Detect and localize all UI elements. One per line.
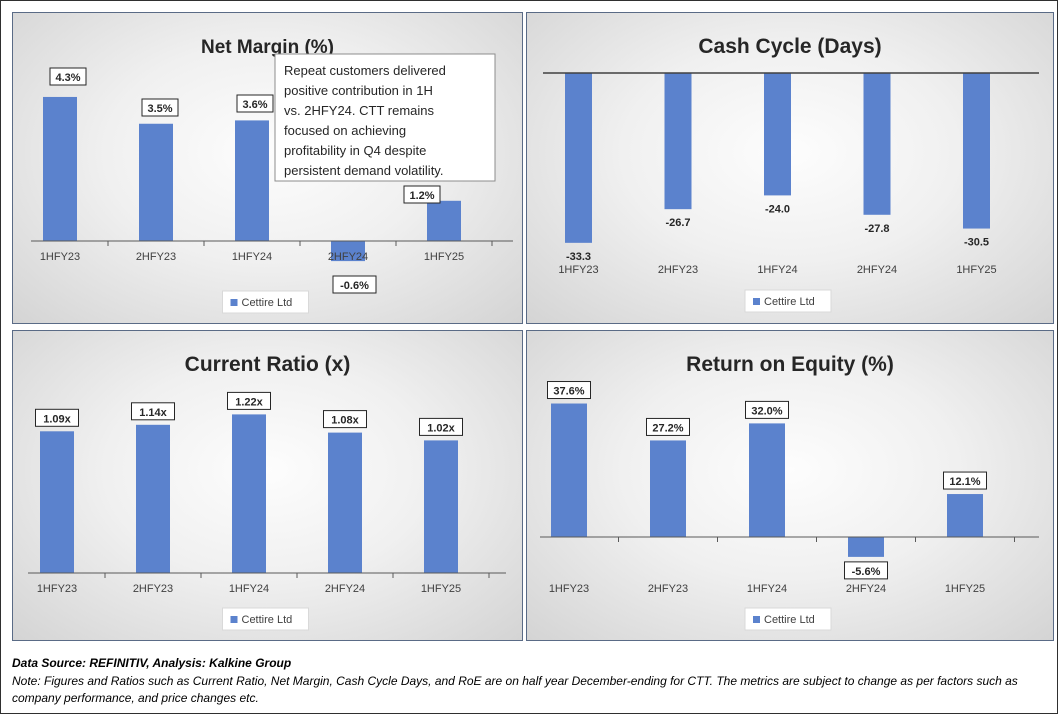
bar-1hfy25	[963, 73, 990, 229]
x-tick-label: 1HFY23	[558, 264, 598, 276]
x-tick-label: 1HFY24	[229, 583, 269, 595]
x-tick-label: 1HFY23	[549, 583, 589, 595]
methodology-note: Note: Figures and Ratios such as Current…	[12, 674, 1018, 705]
data-label: 1.02x	[419, 417, 463, 436]
net-margin-chart-panel: Net Margin (%) 1HFY23 2HFY23 1HFY24 2HFY24 1H…	[12, 12, 523, 324]
data-label: 1.22x	[227, 391, 271, 410]
svg-text:1.2%: 1.2%	[409, 190, 434, 202]
data-label: 27.2%	[646, 417, 690, 436]
data-label: -30.5	[964, 237, 989, 249]
bar-1hfy25	[947, 494, 983, 537]
return-on-equity-chart-panel: Return on Equity (%) 1HFY23 2HFY23 1HFY24 2H…	[526, 330, 1054, 641]
data-label: -26.7	[665, 217, 690, 229]
svg-text:Cettire Ltd: Cettire Ltd	[764, 614, 815, 626]
bar-2hfy24	[848, 537, 884, 557]
x-tick-label: 2HFY24	[328, 251, 368, 263]
bar-1hfy24	[764, 73, 791, 196]
x-tick-label: 2HFY24	[846, 583, 886, 595]
svg-text:27.2%: 27.2%	[652, 422, 683, 434]
bar-2hfy23	[650, 440, 686, 537]
cash-cycle-chart-panel: Cash Cycle (Days) 1HFY23 2HFY23 1HFY24 2HFY2…	[526, 12, 1054, 324]
data-label: 1.08x	[323, 410, 367, 429]
chart-title: Net Margin (%)	[201, 37, 334, 58]
bar-2hfy23	[664, 73, 692, 210]
svg-text:4.3%: 4.3%	[55, 72, 80, 84]
svg-text:1.22x: 1.22x	[235, 396, 263, 408]
bar-1hfy23	[43, 96, 77, 241]
data-label: 37.6%	[547, 381, 591, 400]
x-tick-label: 2HFY23	[648, 583, 688, 595]
svg-text:37.6%: 37.6%	[553, 386, 584, 398]
legend: Cettire Ltd	[744, 607, 832, 631]
bar-1hfy24	[235, 120, 269, 241]
data-label: -33.3	[566, 251, 591, 263]
data-label: -0.6%	[332, 275, 377, 294]
svg-text:Cettire Ltd: Cettire Ltd	[242, 614, 293, 626]
bar-1hfy24	[749, 423, 785, 537]
data-source-note: Data Source: REFINITIV, Analysis: Kalkin…	[12, 656, 292, 670]
bar-1hfy24	[232, 414, 266, 573]
x-tick-label: 2HFY24	[857, 264, 897, 276]
bar-1hfy23	[565, 73, 592, 243]
bar-1hfy25	[424, 440, 458, 573]
chart-title: Current Ratio (x)	[185, 353, 351, 376]
svg-text:1.14x: 1.14x	[139, 407, 167, 419]
data-label: 1.2%	[403, 185, 441, 204]
bar-2hfy23	[136, 424, 170, 573]
x-tick-label: 1HFY24	[747, 583, 787, 595]
x-tick-label: 1HFY25	[421, 583, 461, 595]
chart-title: Cash Cycle (Days)	[698, 35, 881, 58]
bar-2hfy23	[139, 123, 173, 241]
svg-text:1.08x: 1.08x	[331, 415, 359, 427]
data-label: 1.14x	[131, 402, 175, 421]
data-label: -27.8	[864, 223, 889, 235]
x-tick-label: 2HFY23	[136, 251, 176, 263]
current-ratio-chart-panel: Current Ratio (x) 1HFY23 2HFY23 1HFY24 2HFY2…	[12, 330, 523, 641]
x-tick-label: 2HFY23	[658, 264, 698, 276]
bar-1hfy23	[551, 403, 587, 537]
svg-text:3.6%: 3.6%	[242, 99, 267, 111]
svg-text:3.5%: 3.5%	[147, 103, 172, 115]
cash-cycle-days-svg: Cash Cycle (Days) 1HFY23 2HFY23 1HFY24 2HFY2…	[543, 35, 1039, 313]
data-label: 12.1%	[943, 471, 987, 490]
x-tick-label: 1HFY25	[956, 264, 996, 276]
svg-text:32.0%: 32.0%	[751, 405, 782, 417]
legend: Cettire Ltd	[222, 290, 309, 314]
bar-2hfy24	[328, 432, 362, 573]
data-label: 4.3%	[49, 67, 87, 86]
legend: Cettire Ltd	[744, 289, 832, 313]
net-margin-svg: Net Margin (%) 1HFY23 2HFY23 1HFY24 2HFY24 1H…	[31, 37, 513, 314]
x-tick-label: 2HFY24	[325, 583, 365, 595]
x-tick-label: 1HFY25	[424, 251, 464, 263]
svg-text:Cettire Ltd: Cettire Ltd	[242, 297, 293, 309]
return-on-equity-svg: Return on Equity (%) 1HFY23 2HFY23 1HFY24 2H…	[540, 353, 1039, 631]
annotation-callout: Repeat customers delivered positive contr…	[274, 53, 496, 182]
x-tick-label: 1HFY23	[37, 583, 77, 595]
x-tick-label: 1HFY25	[945, 583, 985, 595]
current-ratio-x-svg: Current Ratio (x) 1HFY23 2HFY23 1HFY24 2HFY2…	[28, 353, 506, 631]
svg-text:-5.6%: -5.6%	[852, 566, 881, 578]
bar-1hfy25	[427, 200, 461, 241]
data-label: 1.09x	[35, 408, 79, 427]
bar-2hfy24	[331, 241, 365, 262]
svg-text:-0.6%: -0.6%	[340, 280, 369, 292]
legend: Cettire Ltd	[222, 607, 309, 631]
bar-2hfy24	[863, 73, 891, 215]
svg-text:12.1%: 12.1%	[949, 476, 980, 488]
svg-text:1.09x: 1.09x	[43, 413, 71, 425]
x-tick-label: 2HFY23	[133, 583, 173, 595]
data-label: 3.6%	[236, 94, 274, 113]
x-tick-label: 1HFY24	[232, 251, 272, 263]
svg-text:1.02x: 1.02x	[427, 422, 455, 434]
bar-1hfy23	[40, 431, 74, 573]
data-label: -5.6%	[844, 561, 888, 580]
data-label: 32.0%	[745, 400, 789, 419]
data-label: 3.5%	[141, 98, 179, 117]
x-tick-label: 1HFY23	[40, 251, 80, 263]
svg-text:Cettire Ltd: Cettire Ltd	[764, 296, 815, 308]
chart-title: Return on Equity (%)	[686, 353, 894, 376]
data-label: -24.0	[765, 203, 790, 215]
x-tick-label: 1HFY24	[757, 264, 797, 276]
